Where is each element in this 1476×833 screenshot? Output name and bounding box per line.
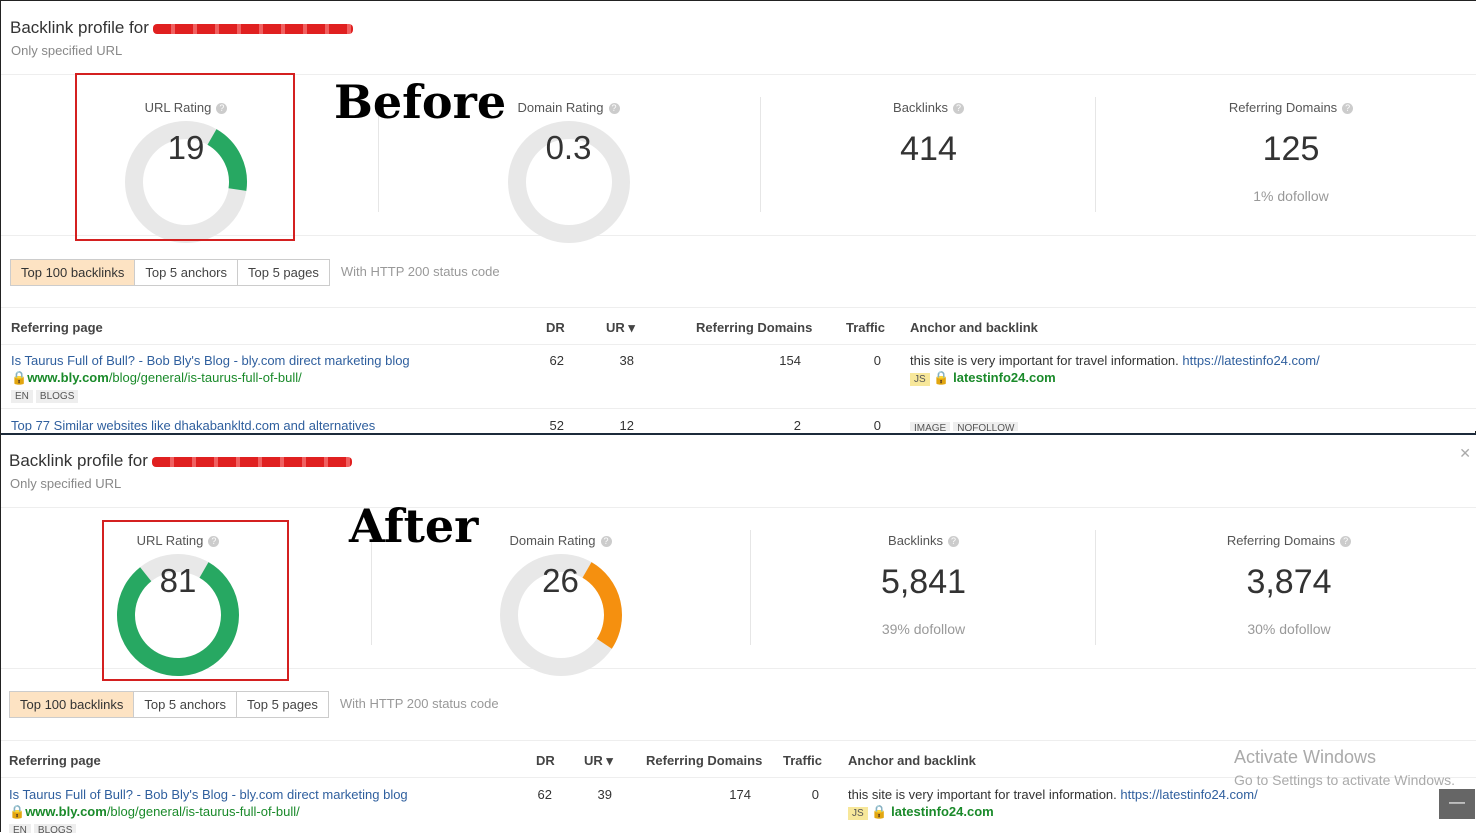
close-icon[interactable]: ✕ bbox=[1459, 445, 1471, 461]
dofollow-percent: 39% dofollow bbox=[881, 621, 966, 637]
help-icon[interactable]: ? bbox=[208, 536, 220, 547]
dofollow-percent: 30% dofollow bbox=[1247, 621, 1331, 637]
metrics-row: URL Rating? 19 Domain Rating? 0.3 Backli… bbox=[1, 74, 1476, 243]
referring-page-link[interactable]: Top 77 Similar websites like dhakabanklt… bbox=[11, 418, 376, 431]
js-badge: JS bbox=[848, 807, 868, 820]
table-header: Referring page DR UR ▾ Referring Domains… bbox=[1, 307, 1476, 345]
highlight-box bbox=[102, 520, 289, 681]
dofollow-percent: 1% dofollow bbox=[1253, 188, 1329, 204]
backlinks-value[interactable]: 5,841 bbox=[880, 563, 967, 601]
tag: BLOGS bbox=[35, 390, 79, 403]
referring-domains-metric: Referring Domains? 125 1% dofollow bbox=[1181, 75, 1401, 237]
help-icon[interactable]: ? bbox=[600, 536, 612, 547]
anchor-link[interactable]: https://latestinfo24.com/ bbox=[1120, 787, 1258, 802]
table-header: Referring page DR UR ▾ Referring Domains… bbox=[1, 740, 1476, 778]
url-rating-metric: URL Rating? 19 bbox=[81, 75, 291, 243]
status-filter-note: With HTTP 200 status code bbox=[340, 264, 500, 279]
tab-bar: Top 100 backlinks Top 5 anchors Top 5 pa… bbox=[10, 259, 500, 286]
referring-url[interactable]: 🔒www.bly.com/blog/general/is-taurus-full… bbox=[9, 804, 300, 819]
tab-top-backlinks[interactable]: Top 100 backlinks bbox=[10, 259, 136, 286]
backlinks-value[interactable]: 414 bbox=[900, 130, 957, 168]
help-icon[interactable]: ? bbox=[216, 103, 228, 114]
js-badge: JS bbox=[910, 373, 930, 386]
before-panel: Backlink profile for Only specified URL … bbox=[1, 1, 1476, 431]
gauge-fill bbox=[207, 129, 247, 191]
tag: BLOGS bbox=[33, 824, 77, 833]
status-filter-note: With HTTP 200 status code bbox=[339, 696, 499, 711]
referring-page-link[interactable]: Is Taurus Full of Bull? - Bob Bly's Blog… bbox=[11, 353, 410, 368]
referring-domains-value[interactable]: 3,874 bbox=[1246, 563, 1332, 601]
domain-rating-gauge bbox=[499, 554, 622, 676]
tab-top-pages[interactable]: Top 5 pages bbox=[236, 691, 329, 718]
tab-top-backlinks[interactable]: Top 100 backlinks bbox=[9, 691, 135, 718]
gauge-track bbox=[507, 121, 630, 243]
url-rating-metric: URL Rating? 81 bbox=[73, 508, 283, 676]
metrics-row: URL Rating? 81 Domain Rating? 26 Backlin… bbox=[1, 507, 1476, 676]
url-rating-gauge bbox=[117, 554, 239, 676]
help-icon[interactable]: ? bbox=[952, 103, 964, 114]
target-link[interactable]: 🔒 latestinfo24.com bbox=[933, 370, 1056, 385]
gauge-fill bbox=[581, 562, 622, 649]
url-rating-gauge bbox=[125, 121, 247, 243]
domain-rating-value: 26 bbox=[542, 562, 579, 599]
help-icon[interactable]: ? bbox=[1340, 536, 1352, 547]
tab-bar: Top 100 backlinks Top 5 anchors Top 5 pa… bbox=[9, 691, 499, 718]
tag: EN bbox=[11, 390, 33, 403]
url-rating-value: 81 bbox=[159, 562, 197, 599]
help-icon[interactable]: ? bbox=[947, 536, 959, 547]
tab-top-pages[interactable]: Top 5 pages bbox=[237, 259, 330, 286]
url-rating-value: 19 bbox=[167, 129, 205, 166]
help-icon[interactable]: ? bbox=[1342, 103, 1354, 114]
target-link[interactable]: 🔒 latestinfo24.com bbox=[871, 804, 994, 819]
tag: EN bbox=[9, 824, 31, 833]
highlight-box bbox=[75, 73, 295, 241]
domain-rating-value: 0.3 bbox=[545, 129, 592, 166]
lock-icon: 🔒 bbox=[9, 804, 26, 819]
panel-title: Backlink profile for bbox=[10, 18, 353, 38]
referring-url[interactable]: 🔒www.bly.com/blog/general/is-taurus-full… bbox=[11, 370, 302, 385]
lock-icon: 🔒 bbox=[11, 370, 28, 385]
after-panel: ✕ Backlink profile for Only specified UR… bbox=[1, 433, 1476, 833]
table-row: Is Taurus Full of Bull? - Bob Bly's Blog… bbox=[11, 353, 1320, 403]
activate-windows-title: Activate Windows bbox=[1234, 747, 1377, 767]
referring-domains-metric: Referring Domains? 3,874 30% dofollow bbox=[1179, 508, 1399, 670]
tab-top-anchors[interactable]: Top 5 anchors bbox=[134, 259, 239, 286]
tag: IMAGE bbox=[910, 422, 951, 431]
redacted-url bbox=[151, 456, 352, 467]
gauge-fill bbox=[117, 562, 239, 676]
table-row: Top 77 Similar websites like dhakabanklt… bbox=[1, 408, 1476, 431]
panel-title: Backlink profile for bbox=[9, 451, 352, 471]
after-label: After bbox=[349, 499, 479, 553]
domain-rating-metric: Domain Rating? 26 bbox=[453, 508, 668, 676]
tag: NOFOLLOW bbox=[953, 422, 1019, 431]
referring-domains-value[interactable]: 125 bbox=[1262, 130, 1320, 168]
scope-label: Only specified URL bbox=[10, 476, 122, 491]
redacted-url bbox=[152, 23, 353, 34]
help-icon[interactable]: ? bbox=[608, 103, 620, 114]
tab-top-anchors[interactable]: Top 5 anchors bbox=[133, 691, 238, 718]
referring-page-link[interactable]: Is Taurus Full of Bull? - Bob Bly's Blog… bbox=[9, 787, 408, 802]
activate-windows-hint[interactable]: Go to Settings to activate Windows. bbox=[1234, 772, 1455, 788]
domain-rating-gauge bbox=[507, 121, 630, 243]
table-row: Is Taurus Full of Bull? - Bob Bly's Blog… bbox=[1, 787, 1476, 833]
backlinks-metric: Backlinks? 414 bbox=[821, 75, 1036, 237]
backlinks-metric: Backlinks? 5,841 39% dofollow bbox=[816, 508, 1031, 670]
scope-label: Only specified URL bbox=[11, 43, 123, 58]
anchor-link[interactable]: https://latestinfo24.com/ bbox=[1182, 353, 1320, 368]
domain-rating-metric: Domain Rating? 0.3 bbox=[461, 75, 676, 243]
minimize-icon[interactable]: — bbox=[1439, 789, 1475, 819]
before-label: Before bbox=[334, 75, 507, 129]
